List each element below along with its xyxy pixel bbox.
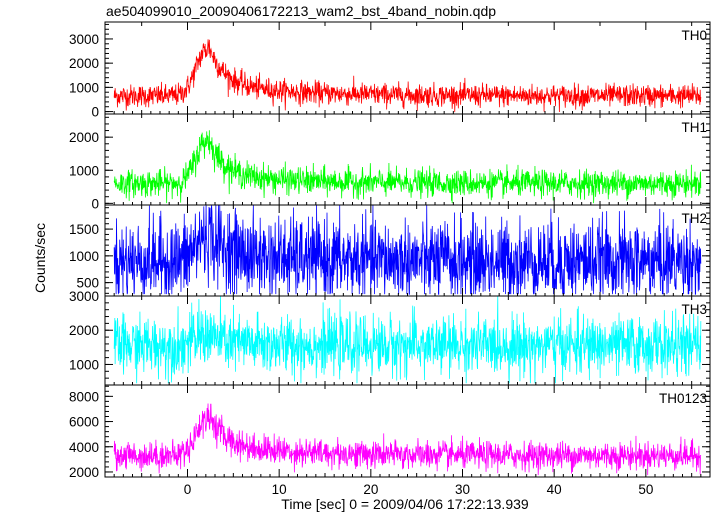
y-tick-label: 4000 (69, 440, 99, 455)
y-tick-label: 2000 (69, 130, 99, 145)
x-tick-label: 50 (638, 482, 653, 497)
panel-label-th3: TH3 (681, 302, 707, 317)
panel-label-th1: TH1 (681, 120, 707, 135)
panel-label-th0: TH0 (681, 28, 707, 43)
series-th1-line (113, 130, 702, 204)
chart-title: ae504099010_20090406172213_wam2_bst_4ban… (106, 3, 496, 19)
x-axis: 0 10 20 30 40 50 (184, 482, 654, 497)
x-tick-label: 0 (184, 482, 192, 497)
panels-group: 0 1000 2000 3000 TH0 0 1000 2000 TH1 500 1000 1500 T… (69, 21, 711, 480)
y-tick-label: 2000 (69, 465, 99, 480)
y-tick-label: 500 (76, 276, 99, 291)
panel-th3: 1000 2000 3000 TH3 (69, 289, 711, 386)
y-tick-label: 6000 (69, 415, 99, 430)
y-tick-label: 3000 (69, 289, 99, 304)
y-tick-label: 0 (91, 105, 99, 120)
y-tick-label: 1000 (69, 163, 99, 178)
y-tick-label: 1500 (69, 222, 99, 237)
panel-th2: 500 1000 1500 TH2 (69, 204, 711, 297)
y-tick-label: 1000 (69, 249, 99, 264)
y-tick-label: 3000 (69, 32, 99, 47)
y-tick-label: 2000 (69, 56, 99, 71)
series-th2-line (113, 205, 702, 295)
panel-label-th2: TH2 (681, 211, 707, 226)
y-tick-label: 2000 (69, 323, 99, 338)
x-tick-label: 30 (455, 482, 470, 497)
x-axis-label: Time [sec] 0 = 2009/04/06 17:22:13.939 (281, 496, 529, 512)
panel-th0123: 2000 4000 6000 8000 TH0123 (69, 384, 711, 480)
series-th3-line (113, 296, 702, 384)
panel-label-th0123: TH0123 (659, 391, 707, 406)
y-tick-label: 1000 (69, 357, 99, 372)
x-tick-label: 20 (363, 482, 378, 497)
y-tick-label: 1000 (69, 80, 99, 95)
x-tick-label: 40 (547, 482, 562, 497)
x-tick-label: 10 (272, 482, 287, 497)
series-th0123-line (113, 403, 702, 476)
y-axis-label: Counts/sec (32, 223, 48, 293)
y-tick-label: 0 (91, 196, 99, 211)
series-th0-line (113, 39, 702, 113)
y-tick-label: 8000 (69, 389, 99, 404)
